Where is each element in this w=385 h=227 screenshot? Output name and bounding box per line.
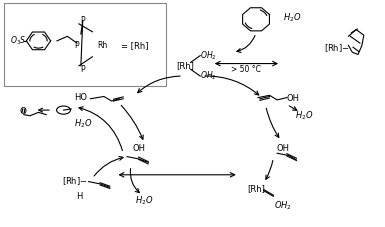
Text: $O_3S$: $O_3S$ xyxy=(10,35,27,47)
Text: O: O xyxy=(20,107,27,116)
Text: $OH_2$: $OH_2$ xyxy=(274,199,292,212)
Text: $OH_2$: $OH_2$ xyxy=(200,49,217,62)
Text: OH: OH xyxy=(286,94,299,103)
Text: OH: OH xyxy=(276,144,290,153)
Text: $H_2O$: $H_2O$ xyxy=(295,109,313,122)
Text: $H_2O$: $H_2O$ xyxy=(135,195,154,207)
Text: OH: OH xyxy=(132,144,145,153)
Text: P: P xyxy=(80,65,85,74)
Text: = [Rh]: = [Rh] xyxy=(121,41,149,50)
FancyBboxPatch shape xyxy=(4,3,166,86)
Text: HO: HO xyxy=(74,93,87,102)
Text: $H_2O$: $H_2O$ xyxy=(74,117,92,130)
Text: [Rh]$-$: [Rh]$-$ xyxy=(62,176,88,188)
Text: [Rh]: [Rh] xyxy=(247,184,265,193)
Text: $OH_2$: $OH_2$ xyxy=(200,70,217,82)
Text: Rh: Rh xyxy=(97,41,107,50)
Text: H: H xyxy=(76,192,82,201)
Text: $H_2O$: $H_2O$ xyxy=(283,12,301,25)
Text: > 50 °C: > 50 °C xyxy=(231,65,261,74)
Text: [Rh]: [Rh] xyxy=(176,61,194,70)
Text: P: P xyxy=(80,16,85,25)
Text: P: P xyxy=(75,41,79,50)
Text: [Rh]$-$: [Rh]$-$ xyxy=(324,42,350,54)
